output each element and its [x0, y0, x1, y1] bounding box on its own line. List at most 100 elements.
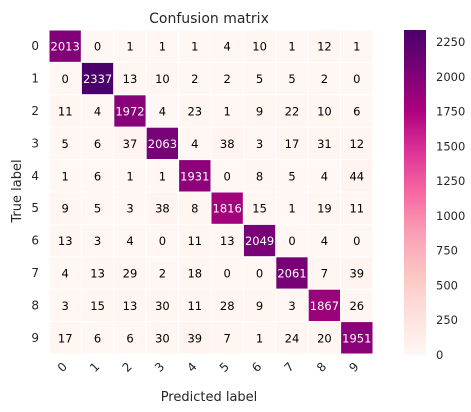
- cell-value-label: 1: [224, 105, 231, 119]
- heatmap-cell: [210, 191, 244, 225]
- colorbar-tick-label: 1750: [436, 105, 465, 119]
- cell-value-label: 4: [126, 234, 133, 248]
- cell-value-label: 8: [256, 169, 263, 183]
- heatmap-cell: [275, 159, 309, 193]
- cell-value-label: 1: [191, 40, 198, 54]
- heatmap-cell: [210, 321, 244, 355]
- cell-value-label: 1972: [115, 105, 144, 119]
- y-tick-label: 6: [31, 234, 39, 248]
- heatmap-cell: [242, 288, 277, 323]
- heatmap-cell: [340, 159, 374, 193]
- heatmap-cell: [340, 256, 374, 290]
- cell-value-label: 5: [288, 169, 295, 183]
- cell-value-label: 1: [62, 169, 69, 183]
- heatmap-cell: [178, 159, 212, 193]
- heatmap-cell: [340, 288, 374, 323]
- cell-value-label: 6: [94, 331, 101, 345]
- heatmap-cell-labels: 2013 0 1 1 1 4 10 1 12 10 2337 13 10 2 2 5 5 2 011 4 1972 4 23…: [51, 40, 372, 346]
- cell-value-label: 2061: [277, 267, 306, 281]
- x-tick-label: 5: [217, 360, 232, 375]
- x-axis-label: Predicted label: [161, 390, 258, 405]
- heatmap-cell: [340, 94, 374, 128]
- cell-value-label: 2: [321, 72, 328, 86]
- colorbar-tick-label: 2250: [436, 35, 465, 49]
- cell-value-label: 30: [155, 299, 170, 313]
- heatmap-cell: [113, 191, 147, 225]
- cell-value-label: 1951: [342, 331, 371, 345]
- cell-value-label: 17: [285, 137, 300, 151]
- heatmap-cell: [275, 29, 309, 63]
- heatmap-cells: [48, 29, 374, 355]
- cell-value-label: 5: [288, 72, 295, 86]
- heatmap-cell: [307, 288, 342, 323]
- cell-value-label: 3: [62, 299, 69, 313]
- heatmap-cell: [80, 159, 115, 193]
- heatmap-cell: [242, 94, 277, 128]
- cell-value-label: 30: [155, 331, 170, 345]
- cell-value-label: 0: [353, 234, 360, 248]
- heatmap-cell: [48, 223, 82, 258]
- x-tick-label: 7: [282, 360, 297, 375]
- heatmap-cell: [145, 223, 180, 258]
- y-tick-label: 1: [31, 72, 39, 86]
- heatmap-cell: [80, 94, 115, 128]
- y-tick-label: 0: [31, 39, 39, 53]
- heatmap-cell: [145, 61, 180, 96]
- cell-value-label: 38: [155, 202, 170, 216]
- heatmap-cell: [80, 288, 115, 323]
- heatmap-cell: [48, 321, 82, 355]
- heatmap-cell: [113, 94, 147, 128]
- heatmap-cell: [145, 191, 180, 225]
- heatmap-cell: [178, 256, 212, 290]
- heatmap-cell: [210, 29, 244, 63]
- cell-value-label: 10: [252, 40, 267, 54]
- heatmap-cell: [145, 256, 180, 290]
- cell-value-label: 6: [353, 105, 360, 119]
- cell-value-label: 11: [187, 234, 202, 248]
- y-tick-label: 8: [31, 298, 39, 312]
- cell-value-label: 11: [187, 299, 202, 313]
- cell-value-label: 2: [159, 267, 166, 281]
- cell-value-label: 1867: [310, 299, 339, 313]
- heatmap-cell: [210, 159, 244, 193]
- cell-value-label: 6: [94, 137, 101, 151]
- cell-value-label: 26: [349, 299, 364, 313]
- colorbar-tick-label: 2000: [436, 70, 465, 84]
- heatmap-cell: [307, 223, 342, 258]
- cell-value-label: 4: [62, 267, 69, 281]
- cell-value-label: 2: [224, 72, 231, 86]
- cell-value-label: 9: [256, 299, 263, 313]
- cell-value-label: 0: [224, 267, 231, 281]
- cell-value-label: 4: [321, 234, 328, 248]
- heatmap-cell: [48, 29, 82, 63]
- heatmap-cell: [307, 94, 342, 128]
- heatmap-cell: [178, 288, 212, 323]
- heatmap-cell: [242, 321, 277, 355]
- cell-value-label: 0: [62, 72, 69, 86]
- cell-value-label: 17: [58, 331, 73, 345]
- cell-value-label: 0: [159, 234, 166, 248]
- x-tick-label: 0: [55, 360, 70, 375]
- x-tick-label: 1: [87, 360, 102, 375]
- cell-value-label: 7: [321, 267, 328, 281]
- cell-value-label: 1: [159, 40, 166, 54]
- cell-value-label: 24: [285, 331, 300, 345]
- heatmap-cell: [307, 191, 342, 225]
- y-tick-label: 3: [31, 136, 39, 150]
- cell-value-label: 0: [94, 40, 101, 54]
- cell-value-label: 2063: [148, 137, 177, 151]
- heatmap-cell: [48, 94, 82, 128]
- cell-value-label: 31: [317, 137, 332, 151]
- cell-value-label: 4: [94, 105, 101, 119]
- cell-value-label: 39: [187, 331, 202, 345]
- cell-value-label: 37: [123, 137, 138, 151]
- cell-value-label: 8: [191, 202, 198, 216]
- cell-value-label: 11: [58, 105, 73, 119]
- cell-value-label: 0: [224, 169, 231, 183]
- x-tick-label: 8: [314, 360, 329, 375]
- y-tick-label: 7: [31, 266, 39, 280]
- x-axis-ticks: 0 1 2 3 4 5 6 7 8 9: [55, 360, 362, 375]
- cell-value-label: 3: [126, 202, 133, 216]
- cell-value-label: 13: [123, 299, 138, 313]
- colorbar: [404, 30, 426, 355]
